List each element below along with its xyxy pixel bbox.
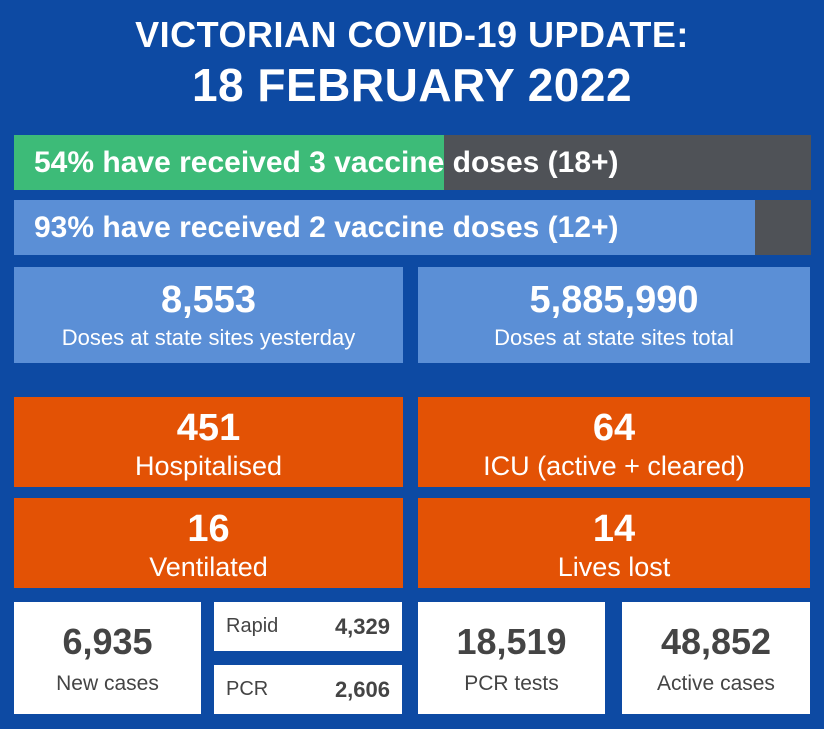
ventilated-card: 16 Ventilated xyxy=(14,498,403,588)
doses-total-card: 5,885,990 Doses at state sites total xyxy=(418,267,810,363)
lives-lost-label: Lives lost xyxy=(557,552,671,582)
new-cases-value: 6,935 xyxy=(62,621,153,662)
title-line-1: VICTORIAN COVID-19 UPDATE: xyxy=(135,14,689,55)
new-cases-label: New cases xyxy=(56,672,159,695)
ventilated-label: Ventilated xyxy=(149,552,268,582)
rapid-label: Rapid xyxy=(226,615,279,637)
title-line-2: 18 FEBRUARY 2022 xyxy=(191,59,633,111)
hospitalised-label: Hospitalised xyxy=(134,451,283,481)
hospitalised-value: 451 xyxy=(176,407,241,449)
rapid-value: 4,329 xyxy=(334,613,390,639)
two-dose-label: 93% have received 2 vaccine doses (12+) xyxy=(34,210,619,244)
three-dose-progress-bar: 54% have received 3 vaccine doses (18+) xyxy=(14,135,811,190)
pcr-card: PCR 2,606 xyxy=(214,665,402,714)
doses-total-value: 5,885,990 xyxy=(529,279,699,321)
active-cases-label: Active cases xyxy=(657,672,775,695)
new-cases-card: 6,935 New cases xyxy=(14,602,201,714)
ventilated-value: 16 xyxy=(187,508,230,550)
three-dose-label: 54% have received 3 vaccine doses (18+) xyxy=(34,145,619,179)
pcr-value: 2,606 xyxy=(334,676,390,702)
icu-label: ICU (active + cleared) xyxy=(483,451,745,481)
icu-value: 64 xyxy=(592,407,636,449)
icu-card: 64 ICU (active + cleared) xyxy=(418,397,810,487)
pcr-tests-card: 18,519 PCR tests xyxy=(418,602,605,714)
lives-lost-value: 14 xyxy=(592,508,636,550)
pcr-tests-value: 18,519 xyxy=(456,621,567,662)
pcr-label: PCR xyxy=(226,678,269,700)
rapid-card: Rapid 4,329 xyxy=(214,602,402,651)
two-dose-progress-bar: 93% have received 2 vaccine doses (12+) xyxy=(14,200,811,255)
doses-yesterday-value: 8,553 xyxy=(160,279,257,321)
doses-yesterday-label: Doses at state sites yesterday xyxy=(61,325,356,350)
lives-lost-card: 14 Lives lost xyxy=(418,498,810,588)
hospitalised-card: 451 Hospitalised xyxy=(14,397,403,487)
doses-total-label: Doses at state sites total xyxy=(494,325,734,350)
active-cases-card: 48,852 Active cases xyxy=(622,602,810,714)
active-cases-value: 48,852 xyxy=(660,621,772,662)
three-dose-progress-fill xyxy=(14,135,445,190)
two-dose-progress-fill xyxy=(14,200,756,255)
pcr-tests-label: PCR tests xyxy=(464,672,559,695)
doses-yesterday-card: 8,553 Doses at state sites yesterday xyxy=(14,267,403,363)
